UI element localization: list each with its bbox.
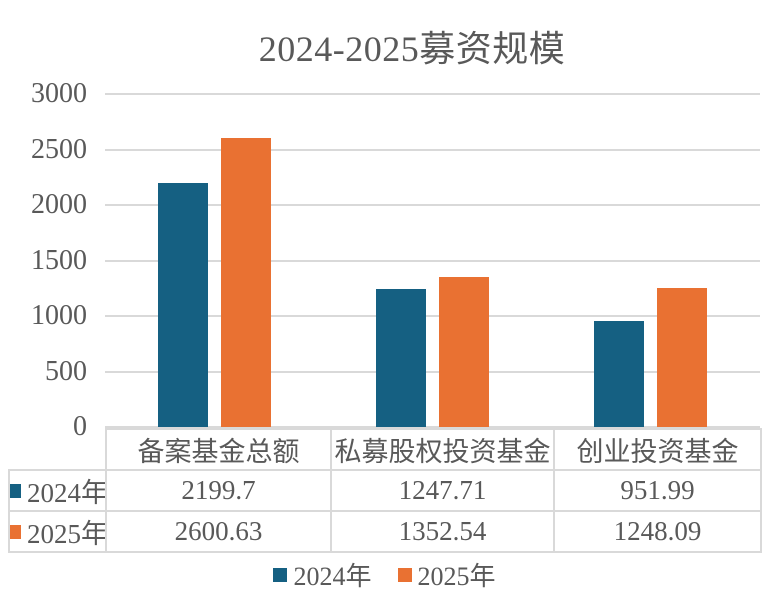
table-header-row: 备案基金总额 私募股权投资基金 创业投资基金 <box>9 428 762 471</box>
bar-groups <box>105 94 760 427</box>
gridline <box>105 204 760 206</box>
legend-swatch-icon <box>273 567 288 582</box>
bar-series-0-category-1 <box>375 288 426 427</box>
y-tick-label: 1500 <box>31 244 87 276</box>
series-name-label: 2025年 <box>27 519 106 549</box>
table-corner-cell <box>9 429 106 470</box>
legend-label: 2025年 <box>417 562 496 591</box>
category-header-0: 备案基金总额 <box>105 428 332 471</box>
y-tick-label: 2000 <box>31 189 87 220</box>
series-key-cell: 2025年 <box>8 510 107 553</box>
gridline <box>105 148 760 151</box>
y-tick-label: 2500 <box>31 133 87 165</box>
value-cell-series-0-category-1: 1247.71 <box>330 469 555 512</box>
legend-label: 2024年 <box>293 562 372 591</box>
gridline <box>105 315 760 317</box>
data-table: 备案基金总额 私募股权投资基金 创业投资基金 2024年 2199.7 1247.71 95… <box>8 428 762 553</box>
bar-series-1-category-2 <box>657 288 708 427</box>
category-header-2: 创业投资基金 <box>553 428 762 471</box>
plot-area <box>105 93 760 428</box>
series-swatch-icon <box>11 483 21 498</box>
bar-series-1-category-0 <box>220 138 271 427</box>
chart-title: 2024-2025募资规模 <box>258 29 566 69</box>
value-cell-series-1-category-0: 2600.63 <box>105 510 332 553</box>
gridline <box>105 426 760 428</box>
bar-group-1 <box>323 94 541 427</box>
bar-group-2 <box>542 94 760 427</box>
series-key-cell: 2024年 <box>8 469 107 512</box>
y-tick-label: 1000 <box>31 300 87 331</box>
gridline <box>105 370 760 373</box>
value-cell-series-0-category-2: 951.99 <box>553 469 762 512</box>
y-tick-label: 500 <box>45 355 87 387</box>
y-axis: 0 500 1000 1500 2000 2500 3000 <box>0 80 95 441</box>
y-tick-label: 3000 <box>31 78 87 109</box>
legend-item-2024年: 2024年 <box>273 556 372 593</box>
legend: 2024年 2025年 <box>0 556 769 593</box>
y-tick-label: 0 <box>73 411 87 442</box>
value-cell-series-1-category-2: 1248.09 <box>553 510 762 553</box>
gridline <box>105 93 760 95</box>
legend-swatch-icon <box>397 567 412 582</box>
bar-group-0 <box>105 94 323 427</box>
legend-item-2025年: 2025年 <box>397 556 496 593</box>
table-row-2024年: 2024年 2199.7 1247.71 951.99 <box>8 469 762 512</box>
gridline <box>105 259 760 262</box>
category-header-1: 私募股权投资基金 <box>330 428 555 471</box>
value-cell-series-0-category-0: 2199.7 <box>105 469 332 512</box>
value-cell-series-1-category-1: 1352.54 <box>330 510 555 553</box>
series-name-label: 2024年 <box>27 478 106 508</box>
bar-series-0-category-2 <box>594 321 645 427</box>
series-swatch-icon <box>11 524 21 539</box>
table-row-2025年: 2025年 2600.63 1352.54 1248.09 <box>8 510 762 553</box>
bar-series-0-category-0 <box>157 182 208 427</box>
bar-series-1-category-1 <box>438 276 489 427</box>
